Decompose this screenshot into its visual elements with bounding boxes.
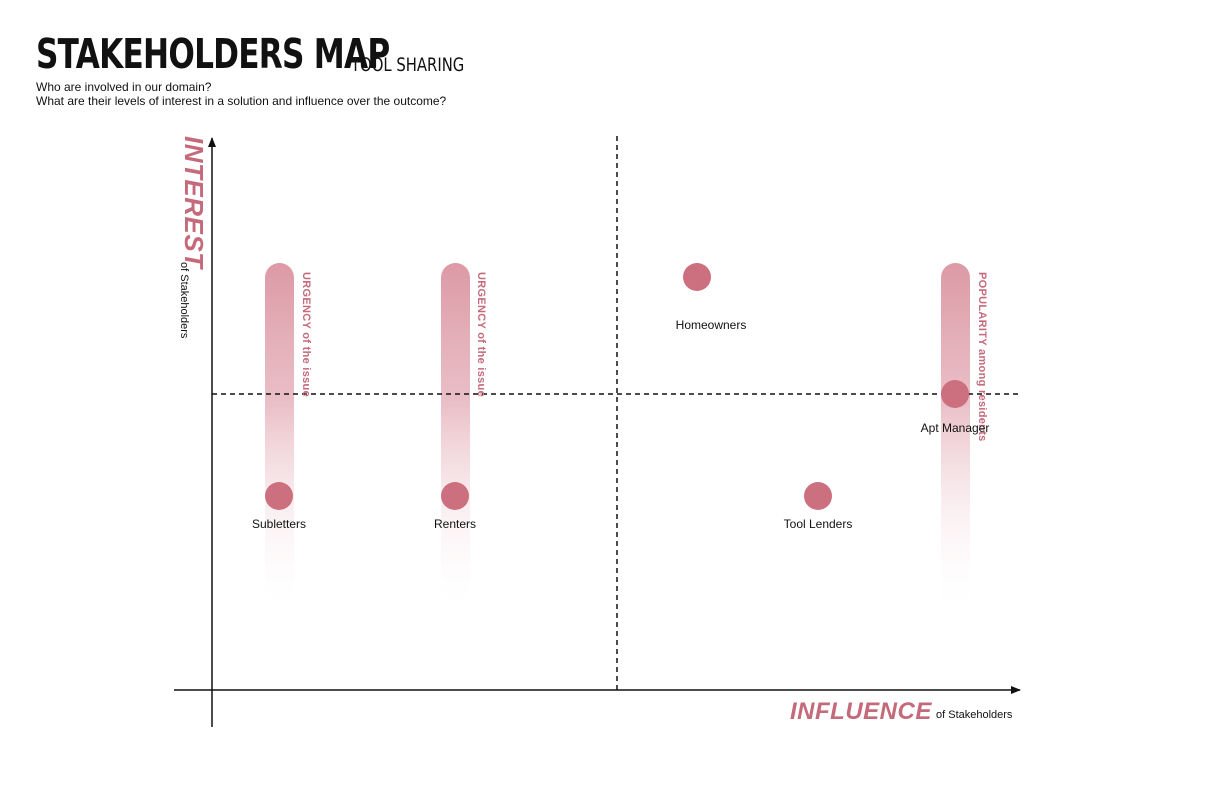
label-subletters: Subletters (251, 517, 307, 531)
label-homeowners: Homeowners (675, 318, 747, 332)
urgency-bar-renters (441, 263, 470, 615)
map-subtitle: TOOL SHARING (351, 54, 465, 76)
x-axis-title: INFLUENCE (790, 698, 932, 725)
node-homeowners[interactable] (683, 263, 711, 291)
question-interest-influence: What are their levels of interest in a s… (36, 94, 447, 108)
node-apt-manager[interactable] (941, 380, 969, 408)
urgency-bar-subletters (265, 263, 294, 615)
label-apt-manager: Apt Manager (920, 421, 990, 435)
label-renters: Renters (433, 517, 477, 531)
question-involved: Who are involved in our domain? (36, 80, 212, 94)
map-title: STAKEHOLDERS MAP (36, 30, 390, 78)
node-renters[interactable] (441, 482, 469, 510)
x-axis-subtitle: of Stakeholders (936, 709, 1013, 721)
node-tool-lenders[interactable] (804, 482, 832, 510)
label-tool-lenders: Tool Lenders (783, 517, 853, 531)
popularity-bar-residents (941, 263, 970, 615)
node-subletters[interactable] (265, 482, 293, 510)
